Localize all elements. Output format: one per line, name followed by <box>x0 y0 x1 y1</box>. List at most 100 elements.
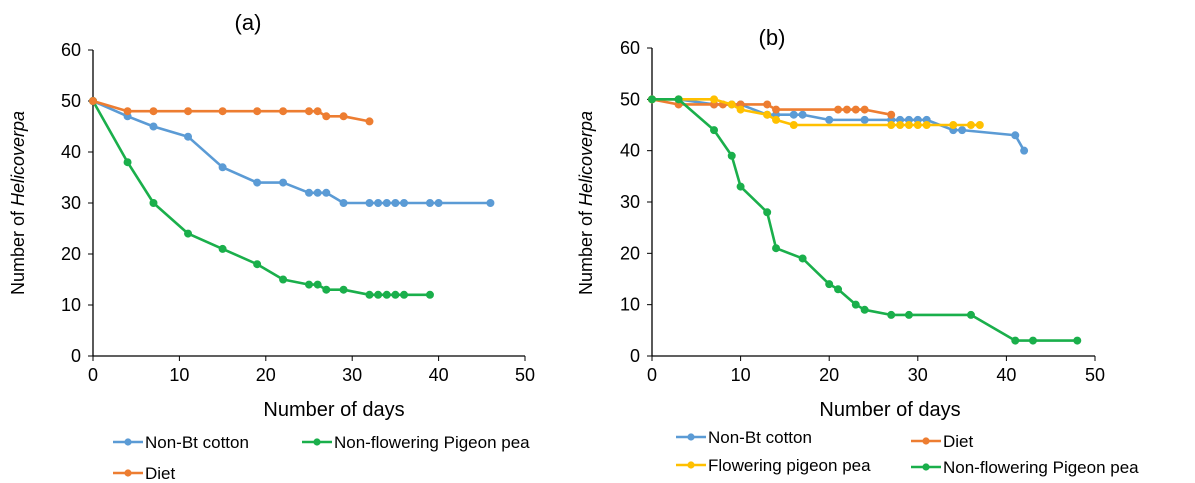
data-point <box>253 260 262 269</box>
data-point <box>425 290 434 299</box>
series-non-flowering-pigeon-pea <box>89 97 434 299</box>
data-point <box>149 198 158 207</box>
data-point <box>365 117 374 126</box>
y-tick-label: 10 <box>620 295 640 315</box>
y-tick-label: 40 <box>620 141 640 161</box>
y-tick-label: 30 <box>61 193 81 213</box>
data-point <box>772 244 781 253</box>
series-diet <box>89 97 374 126</box>
legend-label: Flowering pigeon pea <box>708 456 871 475</box>
data-point <box>253 178 262 187</box>
data-point <box>313 280 322 289</box>
y-axis-title-prefix: Number of <box>576 206 596 295</box>
y-tick-label: 60 <box>620 38 640 58</box>
data-point <box>123 158 132 167</box>
x-axis-title: Number of days <box>819 399 960 421</box>
legend-label: Non-Bt cotton <box>708 428 812 447</box>
data-point <box>149 107 158 116</box>
data-point <box>789 110 798 119</box>
data-point <box>425 198 434 207</box>
x-tick-label: 50 <box>515 365 535 385</box>
data-point <box>279 275 288 284</box>
x-tick-label: 20 <box>256 365 276 385</box>
legend-item: Non-Bt cotton <box>113 433 249 452</box>
legend-marker <box>124 469 132 477</box>
data-point <box>382 198 391 207</box>
data-point <box>896 121 905 130</box>
data-point <box>887 110 896 119</box>
data-point <box>339 112 348 121</box>
y-axis-title-italic: Helicoverpa <box>8 111 28 206</box>
data-point <box>958 126 967 135</box>
chart-panel-b: 0 10 20 30 40 50 0 10 20 30 40 50 60 (b) Number of day… <box>576 25 1139 477</box>
data-point <box>304 107 313 116</box>
data-point <box>184 132 193 141</box>
y-tick-label: 10 <box>61 295 81 315</box>
y-tick-label: 50 <box>620 89 640 109</box>
legend-item: Non-Bt cotton <box>676 428 812 447</box>
data-point <box>374 198 383 207</box>
series-non-bt-cotton <box>89 97 495 207</box>
panel-label: (a) <box>235 10 262 35</box>
data-point <box>149 122 158 131</box>
data-point <box>887 310 896 319</box>
data-point <box>834 105 843 114</box>
x-tick-label: 40 <box>429 365 449 385</box>
data-point <box>674 95 683 104</box>
data-point <box>975 121 984 130</box>
data-point <box>374 290 383 299</box>
legend-marker <box>124 438 132 446</box>
data-point <box>322 285 331 294</box>
y-tick-label: 0 <box>71 346 81 366</box>
data-point <box>860 115 869 124</box>
data-point <box>279 178 288 187</box>
data-point <box>966 310 975 319</box>
x-tick-label: 50 <box>1085 365 1105 385</box>
data-point <box>89 97 98 106</box>
y-axis-title: Number of Helicoverpa <box>576 111 596 295</box>
data-point <box>825 115 834 124</box>
data-point <box>710 95 719 104</box>
data-point <box>313 107 322 116</box>
data-point <box>825 280 834 289</box>
data-point <box>922 121 931 130</box>
legend-label: Non-Bt cotton <box>145 433 249 452</box>
x-tick-label: 0 <box>88 365 98 385</box>
data-point <box>400 198 409 207</box>
series-line <box>652 98 1078 342</box>
y-tick-label: 20 <box>620 243 640 263</box>
legend-marker <box>687 461 695 469</box>
data-point <box>184 107 193 116</box>
x-tick-label: 20 <box>819 365 839 385</box>
series-line <box>652 98 980 127</box>
data-point <box>736 105 745 114</box>
legend-marker <box>687 433 695 441</box>
data-point <box>949 121 958 130</box>
series-diet <box>648 95 896 119</box>
legend-marker <box>922 437 930 445</box>
y-tick-label: 20 <box>61 244 81 264</box>
data-point <box>763 110 772 119</box>
data-point <box>218 244 227 253</box>
x-tick-label: 30 <box>342 365 362 385</box>
series-non-flowering-pigeon-pea <box>648 95 1082 345</box>
data-point <box>842 105 851 114</box>
legend-item: Diet <box>911 432 974 451</box>
x-tick-label: 40 <box>996 365 1016 385</box>
y-tick-label: 30 <box>620 192 640 212</box>
data-point <box>772 115 781 124</box>
data-point <box>860 305 869 314</box>
x-axis-title: Number of days <box>263 399 404 421</box>
y-tick-label: 50 <box>61 91 81 111</box>
data-point <box>1011 131 1020 140</box>
x-tick-label: 10 <box>731 365 751 385</box>
legend-item: Flowering pigeon pea <box>676 456 871 475</box>
legend-label: Non-flowering Pigeon pea <box>334 433 530 452</box>
data-point <box>322 188 331 197</box>
data-point <box>860 105 869 114</box>
data-point <box>834 285 843 294</box>
data-point <box>434 198 443 207</box>
data-point <box>1028 336 1037 345</box>
data-point <box>123 107 132 116</box>
